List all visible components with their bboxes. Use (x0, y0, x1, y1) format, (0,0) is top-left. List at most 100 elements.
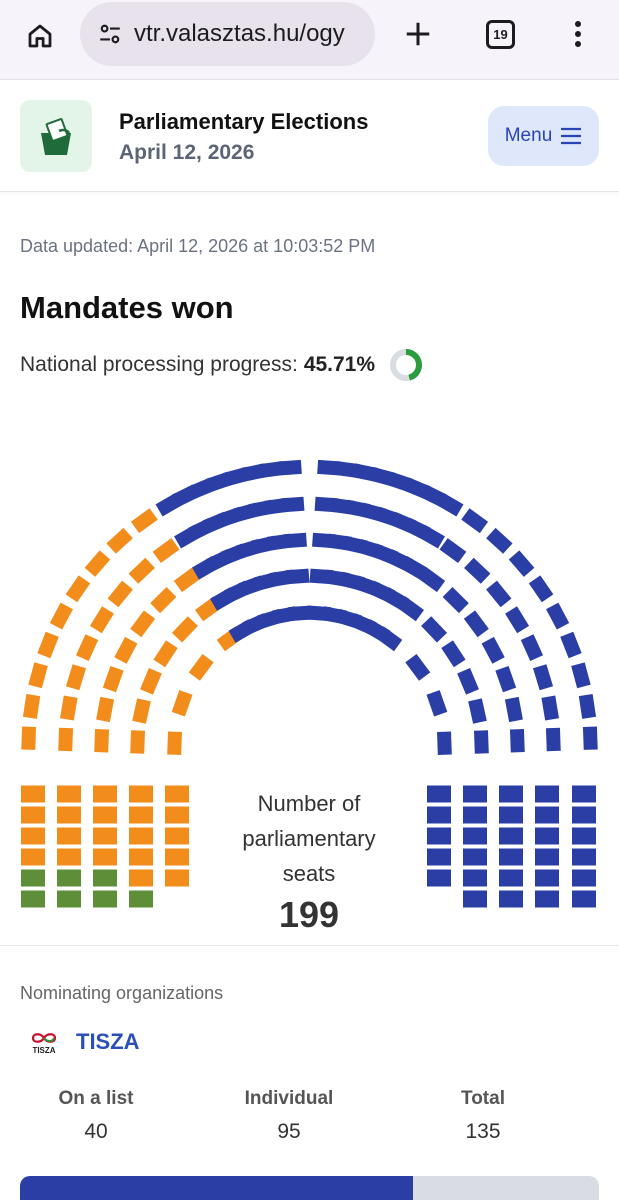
seat-orange (150, 587, 177, 614)
seat-tisza (427, 806, 451, 824)
seat-orange (57, 785, 81, 803)
seat-orange (107, 580, 133, 608)
party-name[interactable]: TISZA (76, 1029, 140, 1054)
data-updated-text: Data updated: April 12, 2026 at 10:03:52… (20, 236, 376, 256)
seat-orange (21, 785, 45, 803)
seat-orange (173, 567, 201, 593)
seat-orange (171, 690, 193, 717)
home-icon[interactable] (20, 16, 60, 56)
new-tab-icon[interactable] (398, 14, 438, 54)
seat-green (57, 890, 81, 908)
seat-tisza (317, 459, 342, 476)
seat-tisza (418, 567, 446, 593)
seat-orange (93, 785, 117, 803)
seat-tisza (535, 806, 559, 824)
tisza-logo-text: TISZA (32, 1045, 56, 1055)
seat-tisza (463, 848, 487, 866)
progress-value: 45.71% (303, 353, 376, 376)
seat-tisza (277, 459, 302, 476)
seat-orange (93, 827, 117, 845)
seat-tisza (280, 496, 305, 513)
seat-orange (89, 606, 114, 634)
seat-orange (140, 668, 162, 695)
seat-tisza (468, 698, 487, 724)
seat-tisza (572, 890, 596, 908)
seat-orange (132, 698, 151, 724)
seat-orange (37, 631, 59, 659)
seat-tisza (285, 568, 310, 585)
progress-donut-icon (390, 349, 423, 381)
seat-orange (165, 827, 189, 845)
seat-tisza (288, 605, 313, 622)
seat-orange (57, 827, 81, 845)
seat-tisza (427, 785, 451, 803)
seat-tisza (499, 848, 523, 866)
seats-total: 199 (278, 894, 340, 935)
progress-label: National processing progress: (20, 353, 298, 376)
seat-orange (106, 527, 133, 554)
seat-orange (60, 695, 78, 721)
stat-individual: Individual 95 (204, 1088, 374, 1144)
seat-tisza (463, 890, 487, 908)
seat-tisza (495, 665, 517, 693)
seat-tisza (439, 538, 467, 564)
seat-green (21, 890, 45, 908)
seat-tisza (427, 869, 451, 887)
seat-green (21, 869, 45, 887)
seat-tisza (499, 869, 523, 887)
seat-green (93, 890, 117, 908)
stat-value: 95 (277, 1120, 301, 1143)
seat-green (93, 869, 117, 887)
address-bar[interactable]: vtr.valasztas.hu/ogy (80, 2, 375, 66)
seat-orange (153, 640, 178, 668)
seat-orange (22, 694, 41, 719)
page-header-title: Parliamentary Elections (119, 109, 369, 134)
seat-tisza (535, 827, 559, 845)
seat-tisza (546, 602, 570, 630)
seat-orange (130, 730, 146, 754)
seat-tisza (486, 580, 512, 608)
seat-share-fill (20, 1176, 413, 1200)
seat-tisza (541, 695, 559, 721)
nominating-label: Nominating organizations (20, 983, 224, 1003)
seat-orange (171, 616, 198, 643)
url-text[interactable]: vtr.valasztas.hu/ogy (134, 20, 345, 47)
seat-orange (93, 806, 117, 824)
seat-orange (129, 785, 153, 803)
ballot-box-icon[interactable] (20, 100, 92, 172)
seat-orange (188, 653, 214, 681)
stat-on-list: On a list 40 (11, 1088, 181, 1144)
seat-tisza (572, 827, 596, 845)
seat-tisza (397, 596, 425, 622)
seat-tisza (571, 662, 591, 689)
seat-orange (49, 602, 73, 630)
stat-value: 40 (84, 1120, 108, 1143)
seat-tisza (505, 606, 530, 634)
seat-orange (21, 726, 37, 750)
seat-tisza (572, 869, 596, 887)
seat-tisza (464, 557, 491, 584)
seat-tisza (532, 664, 554, 691)
seat-tisza (504, 696, 523, 723)
seat-tisza (545, 727, 561, 752)
stat-label: On a list (58, 1088, 134, 1109)
seat-orange (129, 806, 153, 824)
seat-tisza (375, 626, 403, 652)
seat-orange (167, 731, 182, 756)
seat-orange (58, 727, 74, 752)
tab-switcher-button[interactable]: 19 (486, 20, 515, 49)
seat-orange (165, 806, 189, 824)
party-row[interactable]: TISZA TISZA (20, 1022, 140, 1062)
seat-tisza (499, 785, 523, 803)
seat-tisza (481, 636, 505, 664)
seat-tisza (463, 806, 487, 824)
infinity-icon (31, 1032, 57, 1043)
menu-label: Menu (504, 125, 553, 146)
menu-button[interactable]: Menu (488, 106, 599, 166)
tisza-logo: TISZA (20, 1022, 68, 1062)
site-settings-icon[interactable] (94, 18, 126, 50)
seat-tisza (436, 492, 464, 517)
seat-tisza (499, 827, 523, 845)
seat-tisza (535, 890, 559, 908)
more-menu-icon[interactable] (566, 14, 590, 54)
